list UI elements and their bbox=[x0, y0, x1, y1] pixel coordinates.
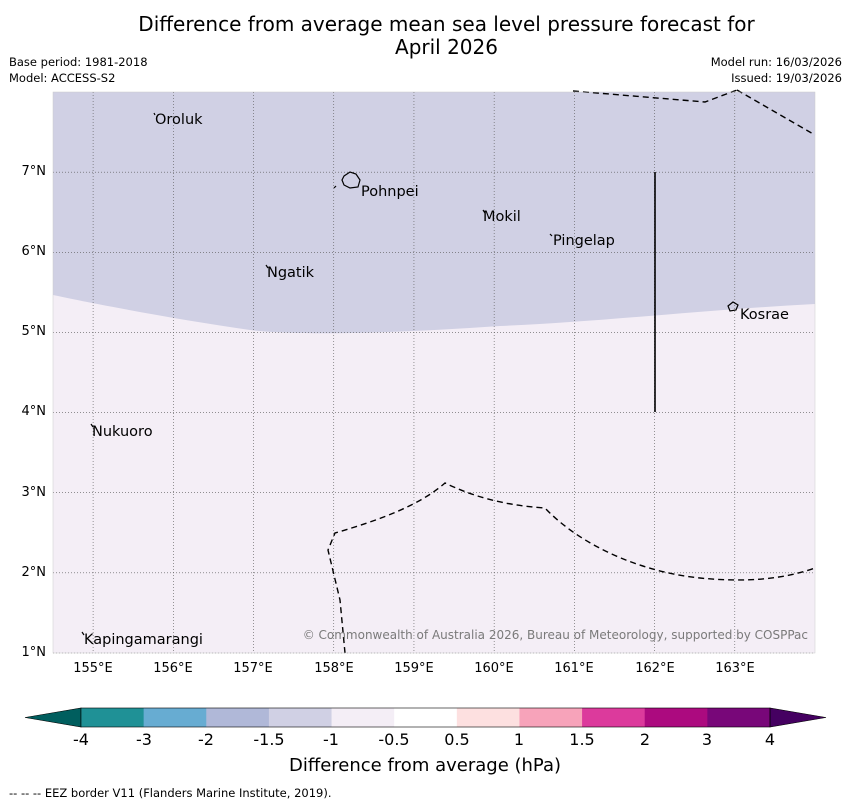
place-label-pingelap: Pingelap bbox=[553, 233, 615, 249]
lon-label-157e: 157°E bbox=[233, 661, 273, 676]
copyright-credit: © Commonwealth of Australia 2026, Bureau… bbox=[302, 628, 808, 642]
colorbar-tick-label: 4 bbox=[764, 730, 776, 749]
lon-label-156e: 156°E bbox=[153, 661, 193, 676]
title-line-2: April 2026 bbox=[395, 35, 498, 59]
colorbar bbox=[24, 707, 827, 728]
place-label-nukuoro: Nukuoro bbox=[92, 424, 153, 440]
colorbar-swatch bbox=[644, 708, 708, 727]
issued-date: Issued: 19/03/2026 bbox=[731, 71, 842, 85]
colorbar-swatch bbox=[143, 708, 207, 727]
island-outlines bbox=[81, 112, 739, 636]
lon-label-158e: 158°E bbox=[314, 661, 354, 676]
mokil-atoll-icon bbox=[482, 209, 486, 214]
title-line-1: Difference from average mean sea level p… bbox=[138, 12, 755, 36]
colorbar-swatch bbox=[268, 708, 333, 727]
model-name: Model: ACCESS-S2 bbox=[9, 71, 116, 85]
lat-label-4n: 4°N bbox=[21, 404, 47, 419]
colorbar-tick-label: 1 bbox=[513, 730, 525, 749]
meta-left: Base period: 1981-2018 Model: ACCESS-S2 bbox=[9, 54, 148, 86]
ant-atoll-icon bbox=[333, 185, 337, 189]
lat-label-7n: 7°N bbox=[21, 164, 47, 179]
ngatik-atoll-icon bbox=[265, 264, 269, 269]
lon-label-159e: 159°E bbox=[394, 661, 434, 676]
place-label-kapingamarangi: Kapingamarangi bbox=[84, 632, 203, 648]
lat-label-3n: 3°N bbox=[21, 485, 47, 500]
colorbar-tick-label: -2 bbox=[198, 730, 214, 749]
lon-label-162e: 162°E bbox=[635, 661, 675, 676]
colorbar-swatch bbox=[394, 708, 458, 727]
place-label-kosrae: Kosrae bbox=[740, 307, 789, 323]
map-area bbox=[52, 89, 816, 654]
map-frame bbox=[52, 91, 816, 654]
colorbar-tick-label: -1.5 bbox=[253, 730, 285, 749]
colorbar-swatch bbox=[707, 708, 771, 727]
nukuoro-atoll-icon bbox=[90, 423, 94, 428]
chart-title: Difference from average mean sea level p… bbox=[0, 13, 850, 59]
colorbar-high-extend bbox=[769, 707, 827, 728]
map-background-lower bbox=[53, 92, 815, 334]
place-label-pohnpei: Pohnpei bbox=[361, 184, 419, 200]
lon-label-161e: 161°E bbox=[554, 661, 594, 676]
colorbar-swatch bbox=[519, 708, 583, 727]
place-label-mokil: Mokil bbox=[483, 209, 521, 225]
colorbar-swatch bbox=[206, 708, 270, 727]
colorbar-swatch bbox=[582, 708, 646, 727]
eez-border-north bbox=[572, 89, 738, 103]
kapingamarangi-atoll-icon bbox=[81, 631, 85, 636]
model-run: Model run: 16/03/2026 bbox=[710, 55, 842, 69]
base-period: Base period: 1981-2018 bbox=[9, 55, 148, 69]
colorbar-label: Difference from average (hPa) bbox=[288, 755, 562, 776]
eez-legend-note: -- -- -- EEZ border V11 (Flanders Marine… bbox=[9, 786, 332, 800]
colorbar-tick-label: 3 bbox=[701, 730, 713, 749]
kosrae-island-icon bbox=[727, 301, 739, 312]
colorbar-tick-label: 2 bbox=[639, 730, 651, 749]
lat-label-1n: 1°N bbox=[21, 645, 47, 660]
lon-label-160e: 160°E bbox=[474, 661, 514, 676]
colorbar-low-extend bbox=[24, 707, 82, 728]
oroluk-atoll-icon bbox=[153, 112, 156, 116]
colorbar-tick-label: 1.5 bbox=[569, 730, 595, 749]
colorbar-swatch bbox=[331, 708, 395, 727]
eez-border-northeast bbox=[736, 89, 816, 136]
lat-label-2n: 2°N bbox=[21, 565, 47, 580]
colorbar-tick-label: -1 bbox=[323, 730, 339, 749]
eez-borders bbox=[327, 89, 816, 654]
colorbar-tick-label: 0.5 bbox=[444, 730, 470, 749]
pingelap-atoll-icon bbox=[549, 233, 553, 237]
place-label-oroluk: Oroluk bbox=[155, 112, 203, 128]
colorbar-outline bbox=[80, 707, 771, 728]
place-label-ngatik: Ngatik bbox=[267, 265, 315, 281]
colorbar-tick-label: -3 bbox=[136, 730, 152, 749]
colorbar-swatch bbox=[456, 708, 520, 727]
colorbar-tick-label: -0.5 bbox=[378, 730, 410, 749]
lat-label-6n: 6°N bbox=[21, 244, 47, 259]
lat-label-5n: 5°N bbox=[21, 324, 47, 339]
colorbar-tick-label: -4 bbox=[73, 730, 89, 749]
pohnpei-island-icon bbox=[341, 171, 361, 189]
lon-label-155e: 155°E bbox=[73, 661, 113, 676]
lon-label-163e: 163°E bbox=[715, 661, 755, 676]
eez-border-south bbox=[327, 482, 816, 654]
colorbar-swatch bbox=[81, 708, 145, 727]
meta-right: Model run: 16/03/2026 Issued: 19/03/2026 bbox=[711, 54, 842, 86]
